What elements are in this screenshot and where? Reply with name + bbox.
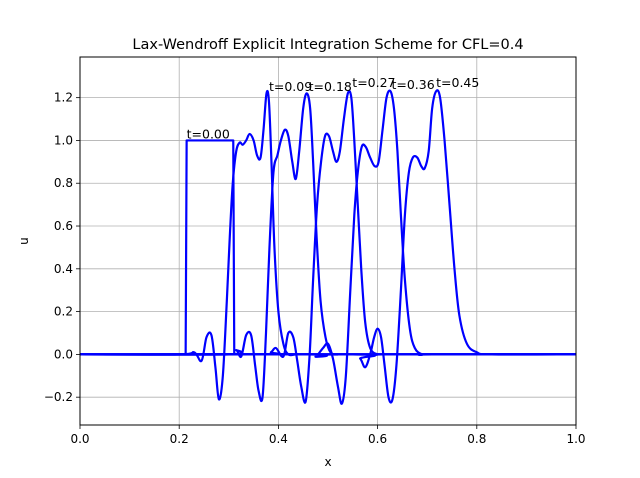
x-tick-label: 0.0 (70, 432, 89, 446)
y-tick-label: 0.4 (54, 262, 73, 276)
y-tick-label: 0.0 (54, 347, 73, 361)
series-annotation: t=0.27 (352, 75, 395, 90)
series-line (79, 89, 576, 405)
y-tick-label: 1.2 (54, 91, 73, 105)
x-tick-label: 0.2 (170, 432, 189, 446)
x-axis-label: x (324, 455, 331, 469)
series-line (79, 92, 576, 403)
x-tick-label: 0.6 (368, 432, 387, 446)
y-axis-label: u (17, 237, 31, 245)
y-tick-label: 1.0 (54, 133, 73, 147)
y-tick-label: 0.8 (54, 176, 73, 190)
series-annotation: t=0.09 (269, 79, 312, 94)
series-annotation: t=0.45 (436, 75, 479, 90)
x-tick-label: 0.8 (467, 432, 486, 446)
ticks: 0.0 0.2 0.4 0.6 0.8 1.0 −0.2 0.0 0.2 0.4 0.6 0.8 1.0… (44, 91, 586, 446)
series-annotation: t=0.18 (309, 79, 352, 94)
series-line (79, 89, 577, 404)
series-group (79, 89, 577, 405)
annotations: t=0.00 t=0.09t=0.18 t=0.27t=0.36 t=0.45 (187, 75, 480, 141)
series-line (79, 89, 576, 401)
chart-title: Lax-Wendroff Explicit Integration Scheme… (132, 37, 523, 53)
y-tick-label: 0.2 (54, 305, 73, 319)
y-tick-label: −0.2 (44, 390, 73, 404)
y-tick-label: 0.6 (54, 219, 73, 233)
x-tick-label: 1.0 (566, 432, 585, 446)
axes-frame (79, 56, 577, 426)
series-line (79, 89, 576, 404)
x-tick-label: 0.4 (269, 432, 288, 446)
series-annotation: t=0.00 (187, 126, 230, 141)
series-annotation: t=0.36 (391, 77, 434, 92)
